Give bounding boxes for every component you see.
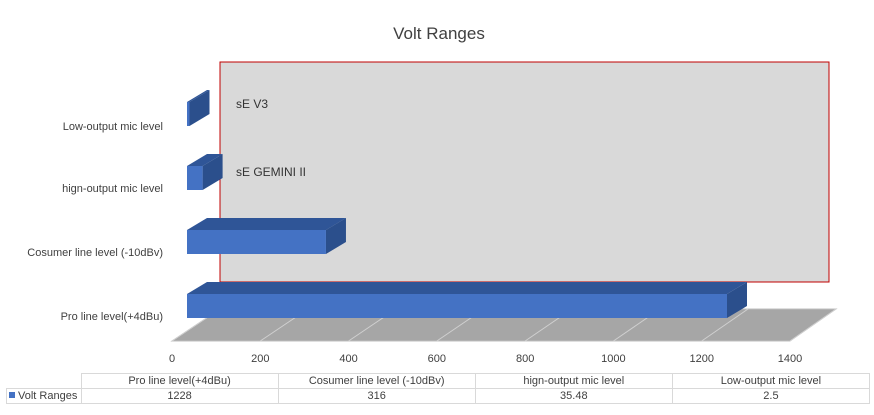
data-table-row: Volt Ranges 1228 316 35.48 2.5 [6,388,871,404]
bar-top-face [187,218,346,230]
annotation-label: sE V3 [236,97,268,111]
floor-gridline [789,308,837,342]
x-tick-label: 800 [516,353,534,365]
category-label: Pro line level(+4dBu) [61,311,163,323]
x-tick-label: 400 [339,353,357,365]
chart-title: Volt Ranges [393,24,485,43]
category-label: Low-output mic level [63,121,163,133]
data-table-corner [6,373,82,389]
data-table-series-label: Volt Ranges [6,388,82,404]
legend-series-name: Volt Ranges [18,390,78,402]
bar-side-face [727,282,747,318]
category-label: hign-output mic level [62,183,163,195]
bar-top-face [187,282,747,294]
data-table-value: 2.5 [671,388,871,404]
data-table-category-header: Cosumer line level (-10dBv) [277,373,476,389]
plot-area: 0 200 400 600 800 1000 1200 1400 Pro line level(… [27,61,838,365]
x-tick-label: 600 [428,353,446,365]
bar-top-face [187,154,223,166]
data-table-category-header: hign-output mic level [474,373,673,389]
bar [187,102,190,126]
bar-side-face [202,154,223,190]
data-table-value: 35.48 [474,388,673,404]
data-table-value: 1228 [80,388,279,404]
bar-side-face [189,90,210,126]
data-table-category-header: Pro line level(+4dBu) [80,373,279,389]
bar [187,230,326,254]
x-tick-label: 1200 [689,353,713,365]
data-table-header-row: Pro line level(+4dBu) Cosumer line level… [6,373,871,389]
bar-top-face [187,90,210,102]
category-label: Cosumer line level (-10dBv) [27,247,163,259]
floor-gridline [701,308,749,342]
x-tick-label: 200 [251,353,269,365]
data-table-value: 316 [277,388,476,404]
data-table: Pro line level(+4dBu) Cosumer line level… [6,373,871,404]
legend-key-swatch [9,392,15,398]
bar-side-face [325,218,346,254]
x-tick-label: 1400 [778,353,802,365]
data-table-category-header: Low-output mic level [671,373,871,389]
x-tick-label: 0 [169,353,175,365]
annotation-label: sE GEMINI II [236,165,306,179]
x-tick-label: 1000 [601,353,625,365]
bar [187,294,727,318]
bar [187,166,203,190]
